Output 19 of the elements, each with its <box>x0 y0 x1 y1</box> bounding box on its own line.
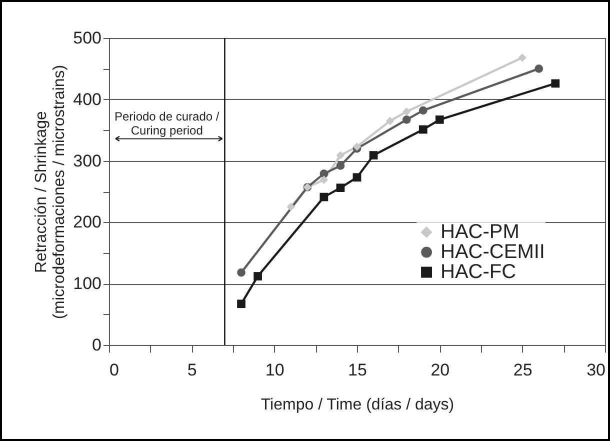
legend-label: HAC-PM <box>440 221 520 244</box>
y-tick-label: 100 <box>73 274 102 294</box>
x-tick-label: 5 <box>187 360 197 380</box>
x-axis-title: Tiempo / Time (días / days) <box>260 396 454 414</box>
y-tick-label: 0 <box>92 336 102 354</box>
y-tick-label: 400 <box>73 90 102 109</box>
legend-label: HAC-CEMII <box>440 241 545 264</box>
x-tick-label: 20 <box>430 360 450 380</box>
y-tick-label: 300 <box>73 151 102 170</box>
x-tick-label: 15 <box>348 360 367 380</box>
x-tick-label: 10 <box>265 360 284 380</box>
y-axis-title: Retracción / Shrinkage (microdeformaciones / microstrains) <box>33 64 68 320</box>
legend-label: HAC-FC <box>440 261 516 284</box>
x-tick-label: 25 <box>513 360 532 380</box>
x-tick-label: 30 <box>586 360 606 380</box>
y-tick-label: 500 <box>73 28 102 48</box>
y-tick-label: 200 <box>73 212 102 232</box>
annotation: Periodo de curado / Curing period <box>114 110 220 138</box>
x-tick-label: 0 <box>110 360 119 380</box>
